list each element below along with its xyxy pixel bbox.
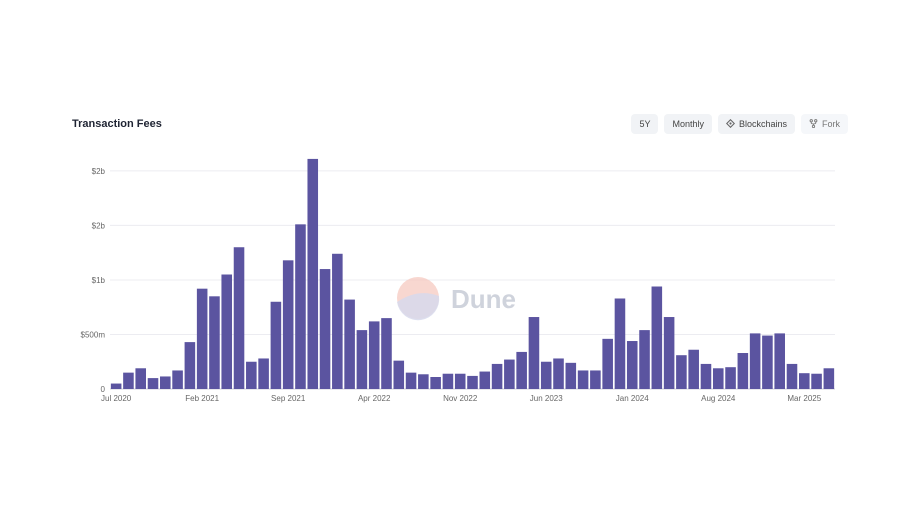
x-tick-label: Aug 2024 [701,394,736,403]
bar[interactable]: Feb 2023 [491,363,503,389]
bar[interactable]: May 2022 [381,318,392,389]
y-tick-label: $2b [92,167,106,176]
bar[interactable]: May 2024 [676,355,687,389]
bar[interactable]: Oct 2020 [147,378,159,389]
bar[interactable]: Sep 2020 [135,368,147,389]
dune-logo-shade [397,293,440,321]
bar[interactable]: May 2021 [233,247,245,389]
bar[interactable]: Jul 2023 [553,358,564,389]
bar[interactable]: Dec 2023 [614,298,626,389]
bar[interactable]: Nov 2020 [160,376,171,389]
bar[interactable]: Aug 2020 [123,372,134,389]
bar[interactable]: Sep 2024 [725,367,736,389]
bar[interactable]: Jun 2021 [246,361,257,389]
y-tick-label: $500m [81,330,106,339]
y-axis-labels: 0 $500m $1b $2b $2b [81,167,106,394]
bar[interactable]: Dec 2024 [762,335,773,389]
bar[interactable]: Feb 2021 [196,288,208,389]
bar[interactable]: Oct 2023 [590,370,601,389]
chart-card: Transaction Fees 5Y Monthly Blockchains … [60,100,860,420]
bar[interactable]: Mar 2021 [209,296,220,389]
bar[interactable]: Jun 2024 [688,349,699,389]
bar[interactable]: Feb 2024 [639,330,650,389]
y-tick-label: $2b [92,221,106,230]
bar[interactable]: Jul 2021 [258,358,269,389]
bar[interactable]: Jan 2021 [184,342,196,389]
bar[interactable]: Aug 2021 [270,301,282,389]
x-tick-label: Jul 2020 [101,394,132,403]
bar[interactable]: Nov 2021 [307,158,319,389]
bar[interactable]: Jan 2024 [626,341,638,389]
fork-label: Fork [822,119,840,129]
blockchains-label: Blockchains [738,119,787,129]
diamond-icon [725,118,736,130]
bar[interactable]: Oct 2024 [737,353,749,389]
x-tick-label: Mar 2025 [787,394,821,403]
bar[interactable]: Dec 2021 [319,269,331,389]
bar[interactable]: Feb 2025 [786,363,798,389]
bar[interactable]: Dec 2020 [172,370,183,389]
y-tick-label: $1b [92,276,106,285]
x-tick-label: Jan 2024 [616,394,649,403]
bar[interactable]: May 2023 [528,317,540,389]
x-tick-label: Nov 2022 [443,394,478,403]
bar[interactable]: Mar 2022 [356,330,368,389]
period-5y-button[interactable]: 5Y [631,114,659,134]
x-tick-label: Jun 2023 [530,394,563,403]
bar[interactable]: Aug 2024 [712,368,724,389]
bar[interactable]: Sep 2022 [430,377,441,389]
fork-button[interactable]: Fork [801,114,848,134]
bar[interactable]: Mar 2024 [651,286,663,390]
bar[interactable]: Jul 2020 [110,383,122,389]
x-tick-label: Feb 2021 [185,394,219,403]
dune-watermark: Dune [397,277,516,321]
bar[interactable]: Jan 2023 [479,371,491,389]
interval-monthly-button[interactable]: Monthly [664,114,712,134]
bar[interactable]: Mar 2023 [504,359,515,389]
bar[interactable]: Apr 2021 [221,274,233,390]
x-tick-label: Sep 2021 [271,394,306,403]
bar[interactable]: Oct 2021 [295,224,306,389]
chart-controls: 5Y Monthly Blockchains Fork [631,114,848,134]
bar[interactable]: Jun 2022 [393,360,405,389]
bar[interactable]: Sep 2023 [577,370,589,389]
interval-monthly-label: Monthly [672,119,704,129]
bar[interactable]: Jul 2024 [700,363,712,389]
bar[interactable]: Aug 2022 [418,374,429,389]
bar[interactable]: Feb 2022 [344,299,355,389]
bar[interactable]: Jan 2025 [774,333,785,389]
bar[interactable]: Apr 2022 [368,321,380,389]
fork-icon [809,118,818,130]
blockchains-button[interactable]: Blockchains [717,114,795,134]
bar[interactable]: Apr 2024 [663,317,675,389]
bar[interactable]: Mar 2025 [799,373,810,389]
chart-title: Transaction Fees [72,118,162,130]
bar[interactable]: Nov 2022 [454,373,466,389]
bar[interactable]: Dec 2022 [467,375,478,389]
watermark-text: Dune [451,284,516,314]
x-tick-label: Apr 2022 [358,394,391,403]
bar[interactable]: Jul 2022 [405,372,417,389]
bars: Jul 2020Aug 2020Sep 2020Oct 2020Nov 2020… [110,158,835,390]
bar[interactable]: Oct 2022 [442,373,454,389]
bar[interactable]: May 2025 [823,368,835,389]
bar[interactable]: Jan 2022 [332,253,343,389]
bar[interactable]: Aug 2023 [565,362,577,389]
fees-bar-chart: Dune Jul 2020Aug 2020Sep 2020Oct 2020Nov… [81,158,835,403]
x-axis-labels: Jul 2020 Feb 2021 Sep 2021 Apr 2022 Nov 2022… [101,394,822,403]
bar[interactable]: Apr 2025 [811,373,822,389]
period-5y-label: 5Y [639,119,651,129]
bar[interactable]: Jun 2023 [540,361,552,389]
bar[interactable]: Nov 2024 [749,333,761,389]
bar[interactable]: Apr 2023 [516,351,527,389]
bar[interactable]: Sep 2021 [282,260,294,389]
y-tick-label: 0 [101,385,106,394]
bar[interactable]: Nov 2023 [602,338,613,389]
